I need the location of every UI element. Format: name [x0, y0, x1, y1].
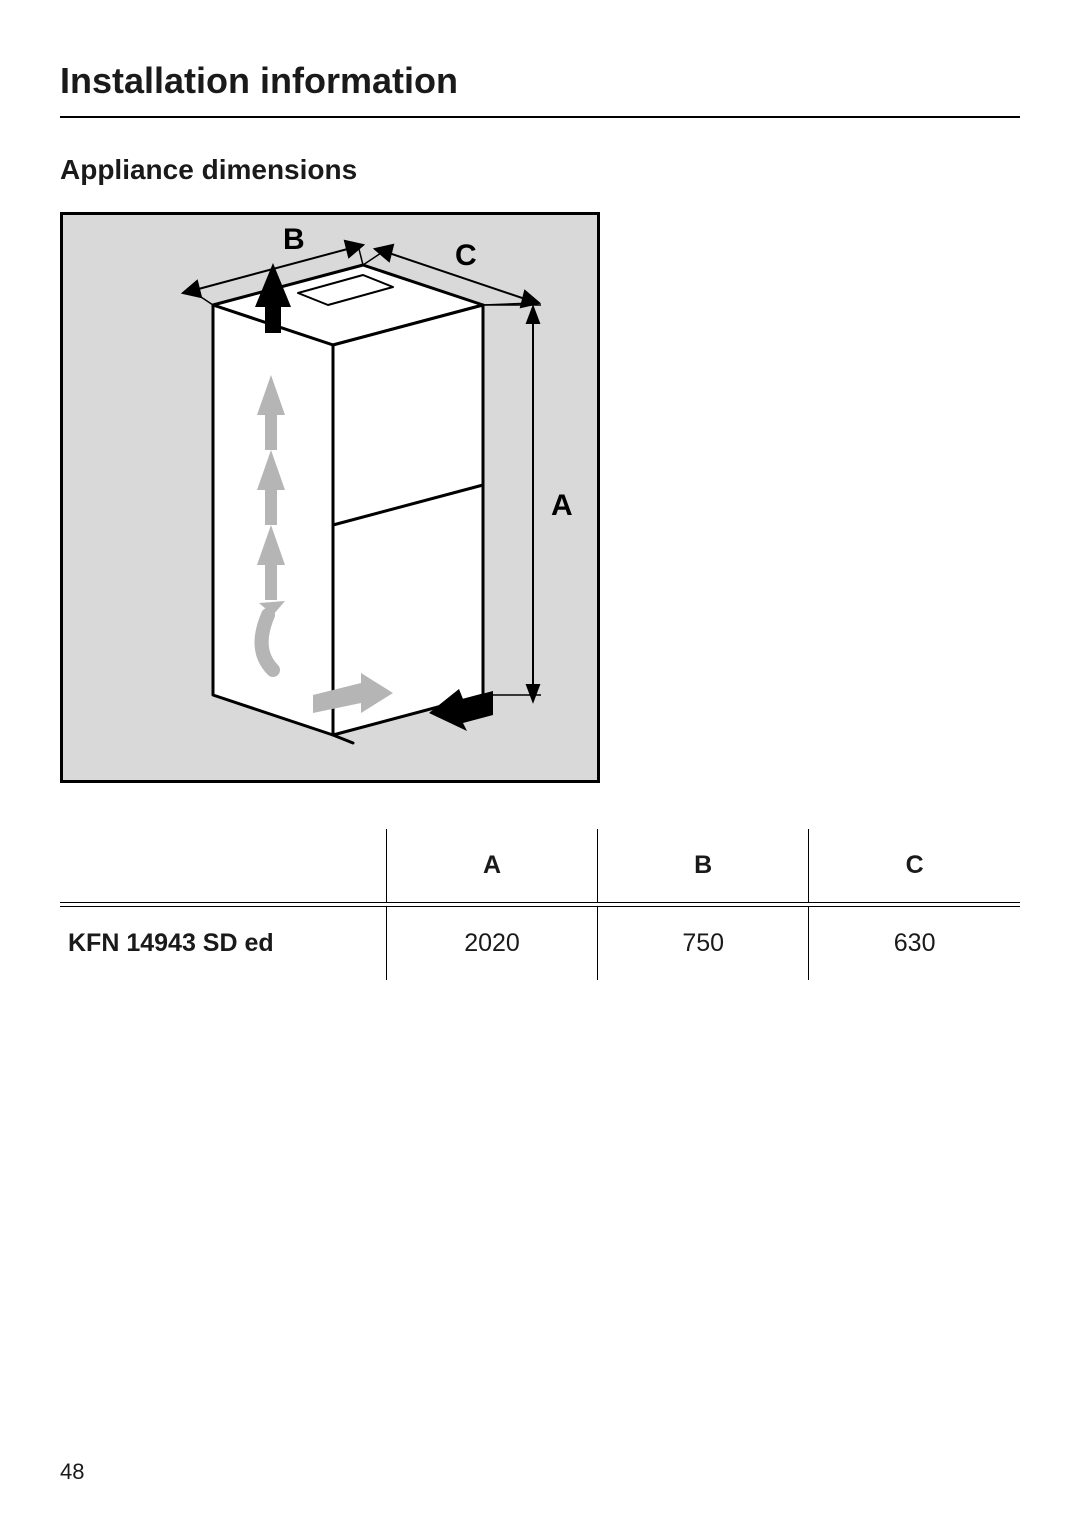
table-header-c: C [809, 829, 1020, 903]
dimension-label-a: A [551, 489, 573, 522]
dimension-label-c: C [455, 239, 477, 272]
appliance-diagram-svg: A B C [63, 215, 603, 775]
model-cell: KFN 14943 SD ed [60, 907, 386, 980]
table-header-a: A [386, 829, 597, 903]
page-title: Installation information [60, 60, 1020, 118]
value-b: 750 [598, 907, 809, 980]
page-number: 48 [60, 1459, 84, 1485]
table-header-model [60, 829, 386, 903]
dimensions-figure: A B C [60, 212, 600, 783]
dimensions-table: A B C KFN 14943 SD ed 2020 750 630 [60, 829, 1020, 980]
dimension-label-b: B [283, 223, 305, 256]
section-subtitle: Appliance dimensions [60, 154, 1020, 186]
table-row: KFN 14943 SD ed 2020 750 630 [60, 907, 1020, 980]
table-header-row: A B C [60, 829, 1020, 903]
value-a: 2020 [386, 907, 597, 980]
table-header-b: B [598, 829, 809, 903]
value-c: 630 [809, 907, 1020, 980]
